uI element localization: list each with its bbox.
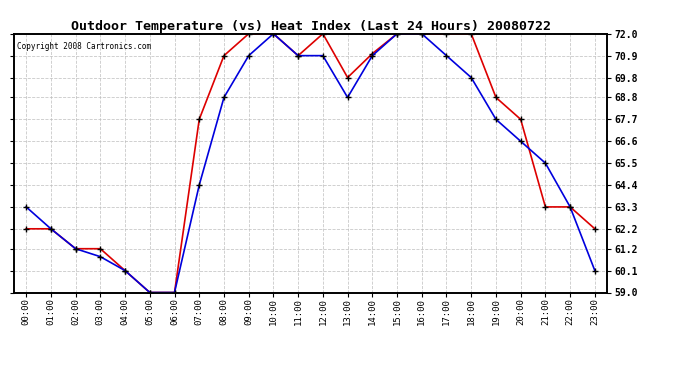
Title: Outdoor Temperature (vs) Heat Index (Last 24 Hours) 20080722: Outdoor Temperature (vs) Heat Index (Las… <box>70 20 551 33</box>
Text: Copyright 2008 Cartronics.com: Copyright 2008 Cartronics.com <box>17 42 151 51</box>
